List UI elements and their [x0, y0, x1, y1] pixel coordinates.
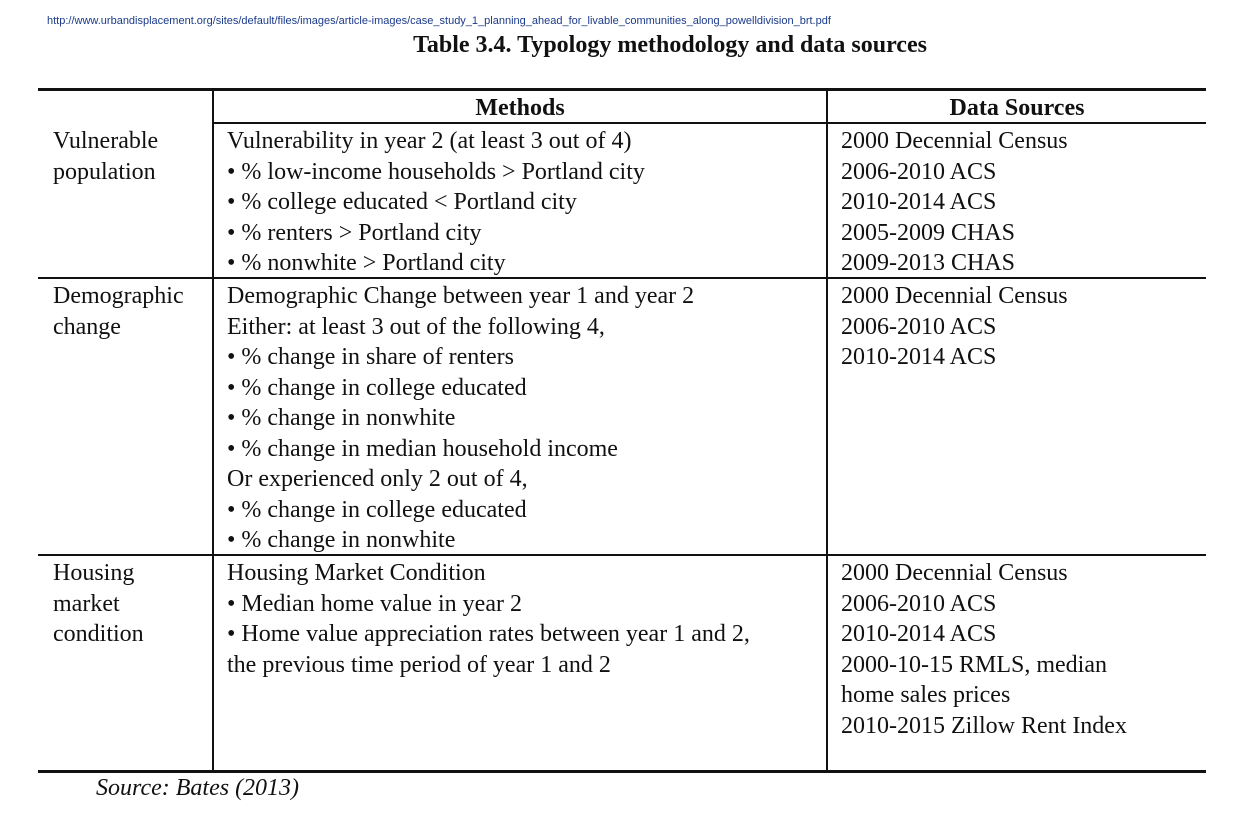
- method-line: • % change in nonwhite: [227, 405, 456, 431]
- source-line: 2010-2014 ACS: [841, 621, 997, 647]
- method-line: Or experienced only 2 out of 4,: [227, 466, 528, 492]
- category-line: change: [53, 313, 121, 340]
- source-line: 2006-2010 ACS: [841, 158, 997, 185]
- source-line: 2005-2009 CHAS: [841, 219, 1016, 246]
- methods-cell: Vulnerability in year 2 (at least 3 out …: [227, 126, 645, 279]
- category-line: Demographic: [53, 283, 184, 309]
- source-line: 2000-10-15 RMLS, median: [841, 651, 1107, 678]
- method-line: • % low-income households > Portland cit…: [227, 158, 645, 185]
- method-line: • % change in share of renters: [227, 344, 514, 370]
- column-divider-2: [826, 89, 828, 772]
- method-line: • % renters > Portland city: [227, 219, 482, 246]
- method-line: Vulnerability in year 2 (at least 3 out …: [227, 128, 632, 154]
- methods-cell: Housing Market Condition • Median home v…: [227, 558, 750, 680]
- method-line: the previous time period of year 1 and 2: [227, 651, 611, 678]
- category-line: market: [53, 590, 120, 617]
- category-cell: Vulnerable population: [53, 126, 158, 187]
- category-line: condition: [53, 621, 144, 647]
- sources-cell: 2000 Decennial Census 2006-2010 ACS 2010…: [841, 126, 1068, 279]
- methods-cell: Demographic Change between year 1 and ye…: [227, 281, 694, 556]
- source-line: 2010-2015 Zillow Rent Index: [841, 712, 1127, 739]
- source-url[interactable]: http://www.urbandisplacement.org/sites/d…: [47, 15, 831, 27]
- method-line: • % nonwhite > Portland city: [227, 250, 506, 276]
- source-line: 2000 Decennial Census: [841, 283, 1068, 309]
- data-sources-header: Data Sources: [949, 95, 1085, 121]
- methods-header: Methods: [475, 95, 565, 121]
- category-cell: Demographic change: [53, 281, 184, 342]
- source-note: Source: Bates (2013): [96, 775, 300, 801]
- column-divider-1: [212, 89, 214, 772]
- source-line: 2006-2010 ACS: [841, 590, 997, 617]
- table-title: Table 3.4. Typology methodology and data…: [413, 32, 927, 58]
- method-line: • % change in median household income: [227, 435, 618, 462]
- row-divider-2: [38, 554, 1206, 556]
- method-line: • % college educated < Portland city: [227, 189, 577, 215]
- method-line: Either: at least 3 out of the following …: [227, 313, 605, 340]
- sources-cell: 2000 Decennial Census 2006-2010 ACS 2010…: [841, 558, 1127, 741]
- row-divider-1: [38, 277, 1206, 279]
- table-top-rule: [38, 88, 1206, 91]
- header-rule: [212, 122, 1206, 124]
- source-line: 2000 Decennial Census: [841, 560, 1068, 586]
- source-line: 2010-2014 ACS: [841, 189, 997, 215]
- source-line: 2006-2010 ACS: [841, 313, 997, 340]
- table-bottom-rule: [38, 770, 1206, 773]
- method-line: • % change in college educated: [227, 374, 527, 401]
- source-line: home sales prices: [841, 682, 1011, 708]
- source-line: 2009-2013 CHAS: [841, 250, 1016, 276]
- category-line: Housing: [53, 560, 135, 586]
- method-line: • % change in college educated: [227, 496, 527, 523]
- method-line: Housing Market Condition: [227, 560, 486, 586]
- method-line: Demographic Change between year 1 and ye…: [227, 283, 695, 309]
- method-line: • Median home value in year 2: [227, 590, 522, 617]
- category-cell: Housing market condition: [53, 558, 144, 650]
- source-line: 2010-2014 ACS: [841, 344, 997, 370]
- method-line: • Home value appreciation rates between …: [227, 621, 750, 647]
- category-line: Vulnerable: [53, 128, 159, 154]
- category-line: population: [53, 158, 156, 185]
- source-line: 2000 Decennial Census: [841, 128, 1068, 154]
- method-line: • % change in nonwhite: [227, 527, 456, 553]
- sources-cell: 2000 Decennial Census 2006-2010 ACS 2010…: [841, 281, 1068, 373]
